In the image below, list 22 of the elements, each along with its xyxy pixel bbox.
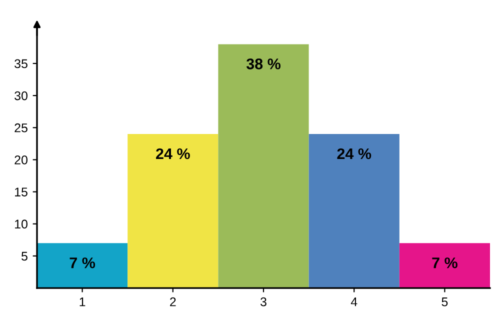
data-label: 24 % [156, 148, 190, 160]
bar [218, 44, 309, 288]
data-label: 7 % [432, 257, 458, 268]
bar [308, 134, 400, 288]
y-tick-label: 15 [15, 188, 28, 196]
data-label: 38 % [246, 58, 281, 70]
x-tick-label: 4 [350, 298, 358, 306]
y-tick-label: 35 [14, 59, 28, 68]
y-tick-label: 25 [14, 123, 28, 132]
y-tick-label: 5 [22, 252, 28, 261]
bar [37, 243, 128, 288]
x-tick-label: 5 [442, 298, 448, 306]
bar [128, 134, 218, 288]
x-tick-label: 3 [260, 297, 266, 306]
y-tick-label: 30 [14, 91, 28, 100]
y-tick-label: 20 [14, 156, 28, 164]
y-tick-label: 10 [15, 220, 28, 229]
data-label: 24 % [337, 148, 372, 160]
x-tick-label: 1 [80, 298, 86, 306]
data-label: 7 % [70, 257, 96, 268]
bar [399, 243, 490, 288]
x-tick-label: 2 [170, 297, 176, 306]
